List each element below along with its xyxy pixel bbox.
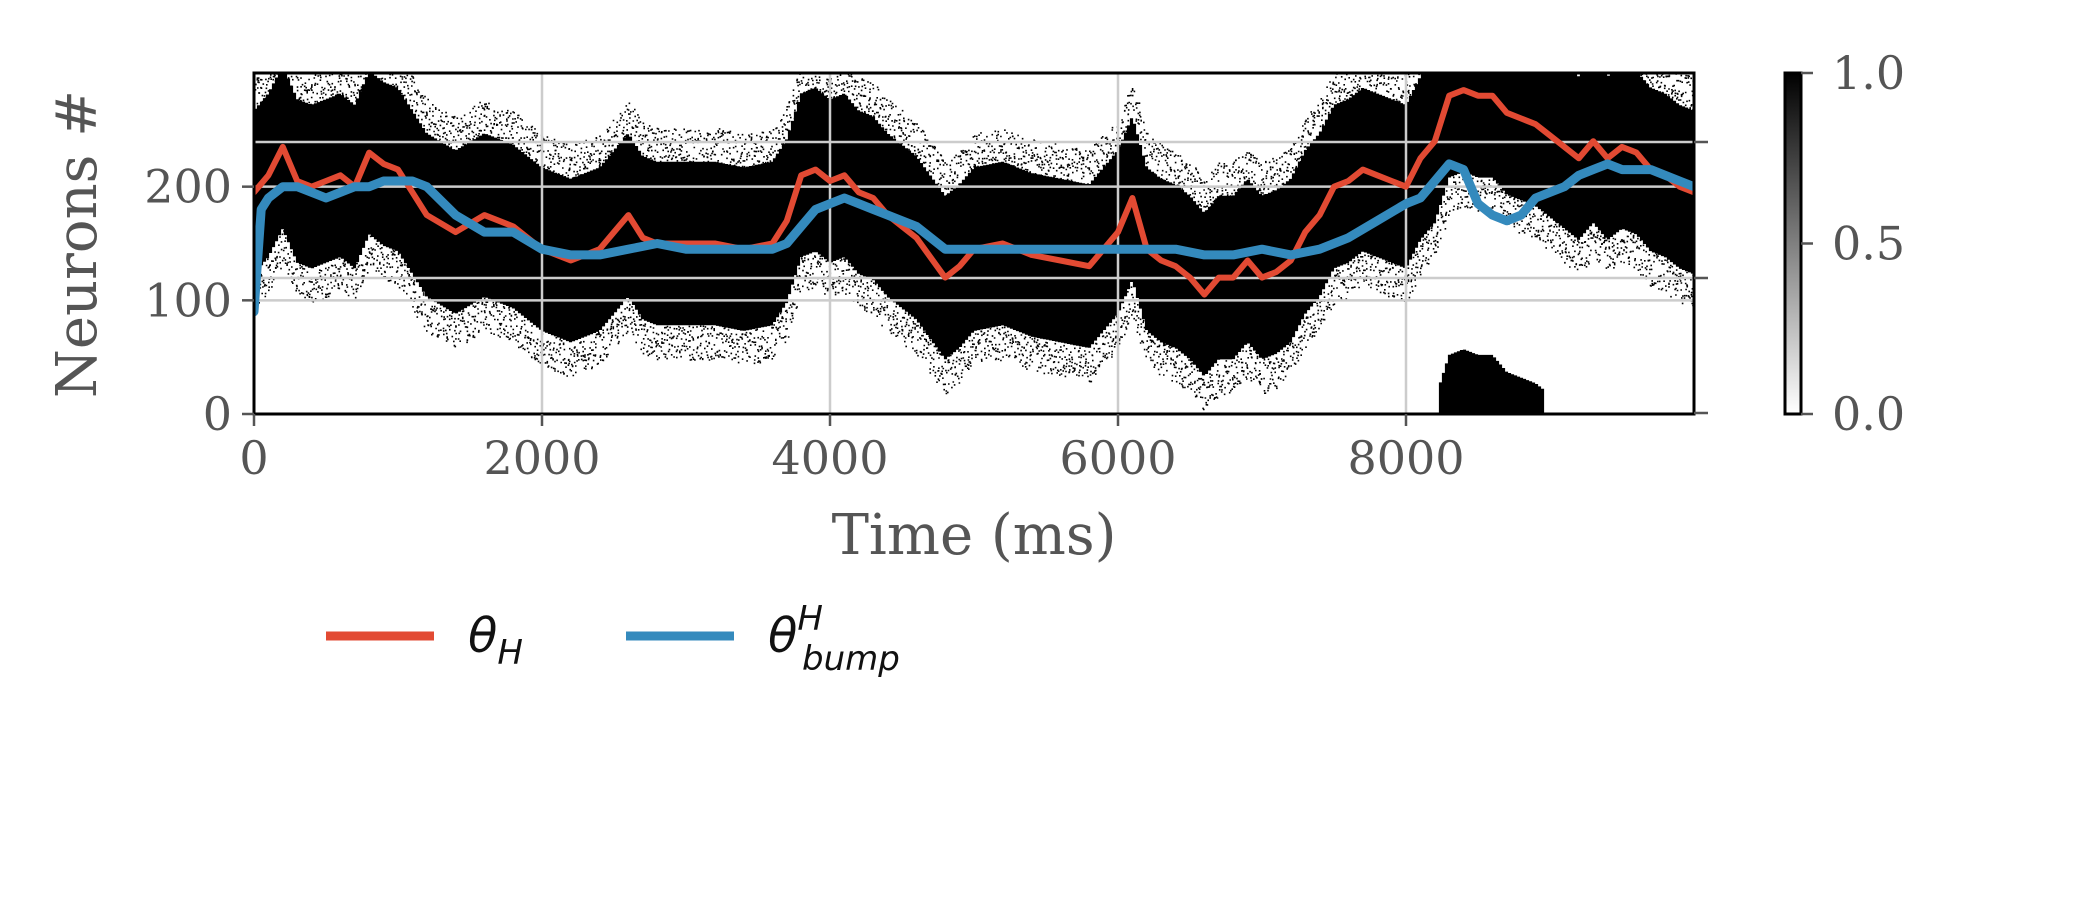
plot-area: 0 2000 4000 6000 8000 0 100 200 [144, 71, 1708, 485]
series-line-0 [254, 87, 1694, 298]
plot-frame [252, 71, 1696, 416]
grid-lines [254, 73, 1694, 414]
colorbar-tick-label: 1.0 [1832, 46, 1905, 100]
y-tick-label: 100 [144, 273, 232, 327]
right-axis-ticks [1694, 140, 1708, 415]
x-tick-label: 2000 [483, 431, 600, 485]
series-layer [254, 87, 1694, 317]
x-axis: 0 2000 4000 6000 8000 [239, 414, 1465, 485]
colorbar: 0.0 0.5 1.0 [1783, 46, 1905, 441]
spike-raster [254, 73, 1694, 414]
x-tick-label: 4000 [771, 431, 888, 485]
x-tick-label: 8000 [1347, 431, 1464, 485]
colorbar-tick-label: 0.0 [1832, 387, 1905, 441]
colorbar-tick-label: 0.5 [1832, 217, 1905, 271]
y-axis-title: Neurons # [45, 90, 110, 398]
raster-spikes [254, 73, 1694, 414]
legend: θH θH bump [326, 599, 900, 679]
colorbar-gradient [1783, 71, 1803, 416]
legend-label-0: θH [468, 608, 523, 673]
y-axis: 0 100 200 [144, 160, 254, 441]
colorbar-ticks: 0.0 0.5 1.0 [1801, 46, 1905, 441]
x-axis-title: Time (ms) [832, 503, 1117, 568]
y-tick-label: 0 [203, 387, 232, 441]
legend-label-1: θH bump [768, 599, 900, 679]
x-tick-label: 6000 [1059, 431, 1176, 485]
y-tick-label: 200 [144, 160, 232, 214]
x-tick-label: 0 [239, 431, 268, 485]
series-line-1 [254, 159, 1694, 317]
